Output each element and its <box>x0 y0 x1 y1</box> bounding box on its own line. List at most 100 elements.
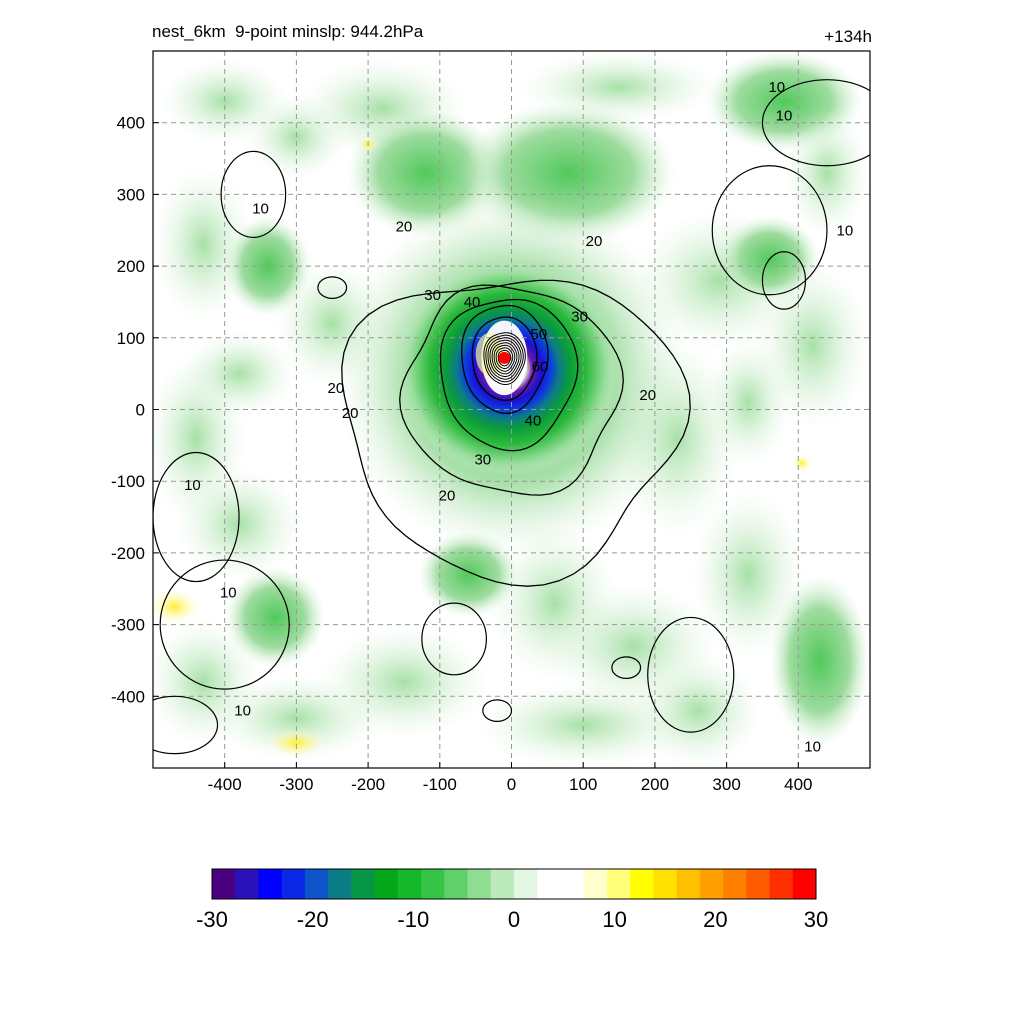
contour-line <box>153 695 219 755</box>
y-tick-label: -100 <box>111 472 145 491</box>
contour-line <box>611 656 642 679</box>
shading-patch <box>783 108 870 238</box>
contour-label: 40 <box>464 294 481 311</box>
y-tick-label: 400 <box>117 114 145 133</box>
y-axis: -400 -300 -200 -100 0 100 200 300 400 <box>111 114 159 706</box>
positive-patch <box>153 588 200 625</box>
contour-lines <box>153 79 870 755</box>
y-tick-label: 0 <box>136 401 145 420</box>
contour-line <box>220 150 287 239</box>
contour-label: 10 <box>837 222 854 239</box>
contour-line <box>421 602 488 676</box>
contour-line <box>439 298 579 452</box>
contour-line <box>153 451 240 583</box>
colorbar-swatch <box>699 869 724 899</box>
colorbar-ticks: -30 -20 -10 0 10 20 30 <box>196 907 828 932</box>
contour-label: 30 <box>424 287 441 304</box>
contour-label: 30 <box>571 308 588 325</box>
colorbar-swatch <box>212 869 236 899</box>
x-tick-label: -400 <box>208 775 242 794</box>
colorbar-tick-label: -10 <box>397 907 429 932</box>
colorbar-swatch <box>723 869 747 899</box>
contour-label: 10 <box>804 738 821 755</box>
contour-line <box>493 344 516 372</box>
shading-patch <box>769 574 870 747</box>
contour-line <box>483 332 526 385</box>
contour-line <box>491 342 518 375</box>
contour-line <box>461 304 549 414</box>
contour-label: 20 <box>342 405 359 422</box>
storm-center-marker <box>498 351 511 364</box>
x-tick-label: 400 <box>784 775 812 794</box>
contour-label: 20 <box>586 233 603 250</box>
x-axis: -400 -300 -200 -100 0 100 200 300 400 <box>208 762 812 794</box>
colorbar-swatch <box>537 869 561 899</box>
contour-label: 50 <box>530 326 547 343</box>
x-tick-label: 200 <box>641 775 669 794</box>
colorbar-tick-label: 30 <box>804 907 828 932</box>
colorbar-swatch <box>374 869 399 899</box>
colorbar-swatch <box>630 869 654 899</box>
x-tick-label: -200 <box>351 775 385 794</box>
contour-line <box>159 559 290 690</box>
y-tick-label: -300 <box>111 616 145 635</box>
shading-patch <box>224 567 326 668</box>
contour-line <box>485 334 524 383</box>
colorbar-swatch <box>351 869 376 899</box>
colorbar-swatch <box>328 869 352 899</box>
y-tick-label: -200 <box>111 544 145 563</box>
contour-labels: 10 10 10 10 10 10 10 10 20 20 20 20 20 20 30 30 30 40 40 50… <box>184 79 853 756</box>
x-tick-label: 100 <box>569 775 597 794</box>
shading-patch <box>317 624 490 740</box>
colorbar-tick-label: -20 <box>297 907 329 932</box>
colorbar-swatch <box>304 869 329 899</box>
y-tick-label: 200 <box>117 257 145 276</box>
colorbar <box>211 868 817 900</box>
colorbar-swatch <box>583 869 608 899</box>
shading-patch <box>705 337 792 467</box>
x-tick-label: 0 <box>507 775 516 794</box>
contour-label: 10 <box>184 477 201 494</box>
contour-line <box>341 279 691 587</box>
plot-title: nest_6km 9-point minslp: 944.2hPa <box>152 22 424 41</box>
contour-line <box>317 276 348 299</box>
colorbar-swatch <box>397 869 422 899</box>
y-tick-label: -400 <box>111 687 145 706</box>
x-tick-label: -100 <box>423 775 457 794</box>
forecast-hour-label: +134h <box>824 27 872 46</box>
contour-label: 20 <box>439 488 456 505</box>
colorbar-swatch <box>235 869 259 899</box>
shading-patch <box>633 653 763 768</box>
contour-line <box>761 79 870 167</box>
x-tick-label: -300 <box>279 775 313 794</box>
contour-label: 10 <box>776 108 793 125</box>
positive-patch <box>791 454 812 472</box>
colorbar-swatch <box>560 869 585 899</box>
contour-label: 10 <box>234 703 251 720</box>
colorbar-swatch <box>514 869 538 899</box>
x-tick-label: 300 <box>712 775 740 794</box>
colorbar-swatch <box>490 869 515 899</box>
contour-label: 40 <box>525 412 542 429</box>
colorbar-swatch <box>746 869 771 899</box>
colorbar-swatch <box>281 869 306 899</box>
colorbar-swatch <box>606 869 631 899</box>
contour-label: 20 <box>396 219 413 236</box>
contour-label: 10 <box>252 201 269 218</box>
colorbar-swatch <box>467 869 492 899</box>
colorbar-swatch <box>444 869 469 899</box>
contour-label: 10 <box>220 584 237 601</box>
contour-line <box>487 337 522 380</box>
contour-label: 30 <box>474 452 491 469</box>
contour-label: 10 <box>768 79 785 96</box>
contour-line <box>647 616 735 733</box>
colorbar-tick-label: -30 <box>196 907 228 932</box>
colorbar-tick-label: 0 <box>508 907 520 932</box>
colorbar-frame <box>211 868 817 900</box>
colorbar-tick-label: 20 <box>703 907 727 932</box>
contour-line <box>399 284 624 496</box>
contour-line <box>482 699 513 722</box>
contour-line <box>489 339 520 377</box>
y-tick-label: 300 <box>117 185 145 204</box>
